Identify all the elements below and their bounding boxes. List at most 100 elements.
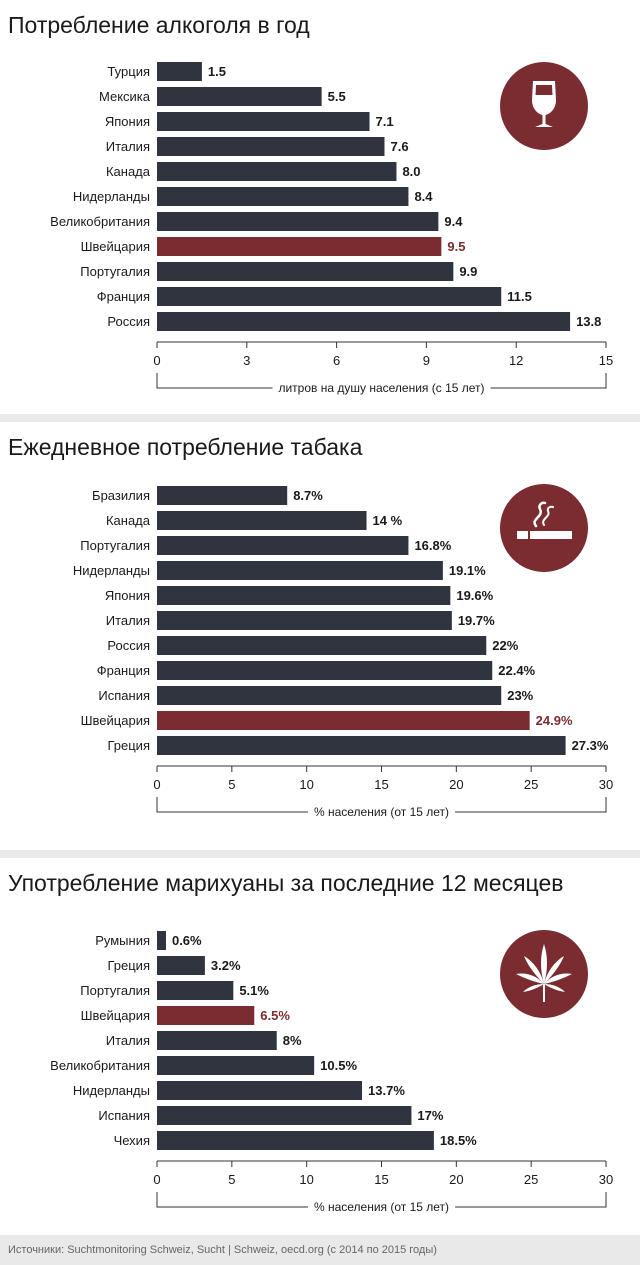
value-label: 8.7%: [293, 488, 323, 503]
category-label: Испания: [98, 1108, 150, 1123]
category-label: Италия: [106, 139, 150, 154]
tick-label: 6: [333, 353, 340, 368]
chart-title: Ежедневное потребление табака: [8, 434, 363, 460]
bar: [157, 212, 439, 231]
category-label: Нидерланды: [73, 563, 150, 578]
marijuana-chart: Румыния 0.6% Греция 3.2% Португалия 5.1% Швейц…: [50, 931, 613, 1215]
x-axis-label: литров на душу населения (с 15 лет): [278, 381, 484, 395]
highlighted-bar: [157, 237, 442, 256]
bar: [157, 611, 452, 630]
category-label: Испания: [98, 688, 150, 703]
tick-label: 0: [153, 1172, 160, 1187]
category-label: Италия: [106, 1033, 150, 1048]
category-label: Нидерланды: [73, 189, 150, 204]
tick-label: 30: [599, 777, 613, 792]
value-label: 7.1: [376, 114, 394, 129]
value-label: 5.5: [328, 89, 346, 104]
bar: [157, 1056, 315, 1075]
bar: [157, 486, 288, 505]
category-label: Россия: [107, 638, 150, 653]
highlighted-bar: [157, 1006, 255, 1025]
tick-label: 15: [599, 353, 613, 368]
value-label: 6.5%: [260, 1008, 290, 1023]
bar: [157, 736, 566, 755]
tick-label: 25: [524, 1172, 538, 1187]
bar: [157, 87, 322, 106]
tick-label: 0: [153, 777, 160, 792]
category-label: Франция: [97, 663, 150, 678]
category-label: Бразилия: [92, 488, 150, 503]
value-label: 8.4: [414, 189, 433, 204]
category-label: Греция: [107, 738, 150, 753]
tick-label: 0: [153, 353, 160, 368]
value-label: 9.4: [444, 214, 463, 229]
value-label: 1.5: [208, 64, 226, 79]
tick-label: 20: [449, 777, 463, 792]
value-label: 9.5: [447, 239, 465, 254]
cigarette-icon: [500, 484, 588, 572]
value-label: 27.3%: [572, 738, 609, 753]
category-label: Нидерланды: [73, 1083, 150, 1098]
category-label: Турция: [107, 64, 150, 79]
highlighted-bar: [157, 711, 530, 730]
bar: [157, 931, 166, 950]
bar: [157, 586, 451, 605]
value-label: 9.9: [459, 264, 477, 279]
category-label: Мексика: [99, 89, 151, 104]
bar: [157, 62, 202, 81]
bar: [157, 981, 234, 1000]
value-label: 13.8: [576, 314, 601, 329]
tobacco-panel: Ежедневное потребление табака Бразилия 8.…: [0, 422, 640, 850]
bar: [157, 137, 385, 156]
category-label: Италия: [106, 613, 150, 628]
alcohol-chart: Турция 1.5 Мексика 5.5 Япония 7.1 Италия 7.6 Кан…: [50, 62, 613, 396]
x-axis-label-background: [272, 380, 491, 396]
alcohol-panel: Потребление алкоголя в год Турция 1.5 Мекс…: [0, 0, 640, 414]
category-label: Канада: [106, 164, 151, 179]
tick-label: 12: [509, 353, 523, 368]
x-axis-label: % населения (от 15 лет): [314, 1200, 449, 1214]
bar: [157, 1031, 277, 1050]
category-label: Румыния: [95, 933, 150, 948]
value-label: 22.4%: [498, 663, 535, 678]
bar: [157, 561, 443, 580]
bar: [157, 661, 493, 680]
value-label: 5.1%: [239, 983, 269, 998]
value-label: 24.9%: [536, 713, 573, 728]
tobacco-chart: Бразилия 8.7% Канада 14 % Португалия 16.8% Нид…: [73, 486, 613, 820]
value-label: 19.1%: [449, 563, 486, 578]
x-axis-label-background: [307, 1199, 456, 1215]
bar: [157, 187, 409, 206]
marijuana-panel: Употребление марихуаны за последние 12 м…: [0, 858, 640, 1235]
value-label: 11.5: [507, 289, 532, 304]
category-label: Швейцария: [81, 1008, 150, 1023]
category-label: Россия: [107, 314, 150, 329]
bar: [157, 112, 370, 131]
category-label: Швейцария: [81, 239, 150, 254]
tick-label: 15: [374, 1172, 388, 1187]
category-label: Франция: [97, 289, 150, 304]
bar: [157, 287, 502, 306]
category-label: Великобритания: [50, 214, 150, 229]
tick-label: 25: [524, 777, 538, 792]
bar: [157, 686, 502, 705]
tick-label: 20: [449, 1172, 463, 1187]
bar: [157, 536, 409, 555]
cannabis-leaf-icon: [500, 930, 588, 1018]
chart-title: Употребление марихуаны за последние 12 м…: [8, 870, 564, 896]
category-label: Португалия: [80, 264, 150, 279]
tick-label: 9: [423, 353, 430, 368]
category-label: Португалия: [80, 983, 150, 998]
value-label: 14 %: [373, 513, 403, 528]
value-label: 13.7%: [368, 1083, 405, 1098]
category-label: Чехия: [114, 1133, 150, 1148]
bar: [157, 1081, 363, 1100]
category-label: Великобритания: [50, 1058, 150, 1073]
x-axis-label: % населения (от 15 лет): [314, 805, 449, 819]
category-label: Португалия: [80, 538, 150, 553]
chart-title: Потребление алкоголя в год: [8, 12, 310, 38]
category-label: Греция: [107, 958, 150, 973]
value-label: 18.5%: [440, 1133, 477, 1148]
value-label: 0.6%: [172, 933, 202, 948]
bar: [157, 1131, 434, 1150]
